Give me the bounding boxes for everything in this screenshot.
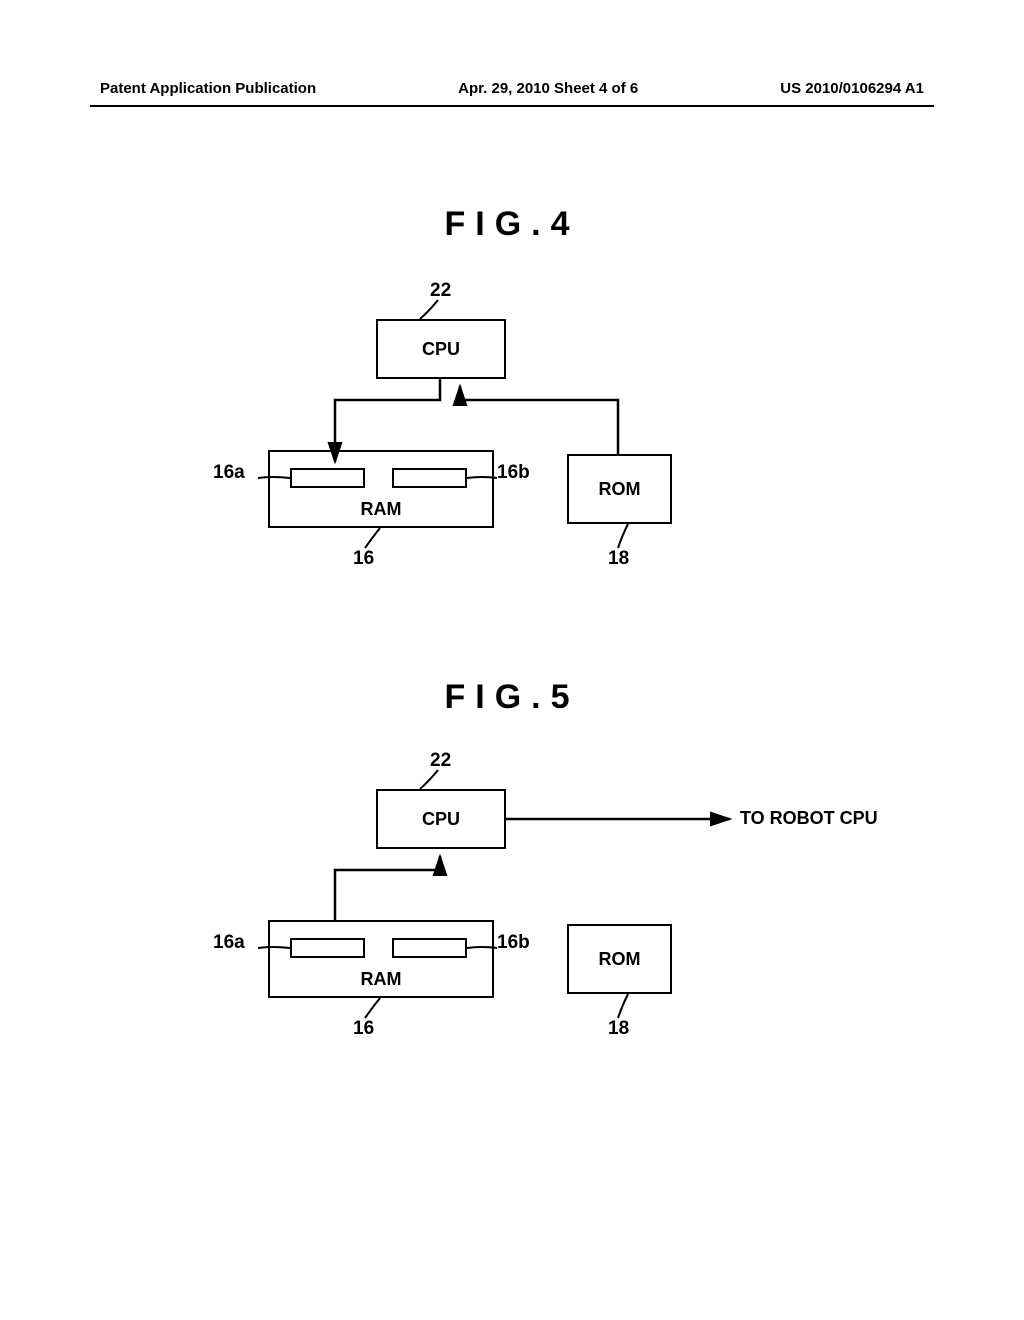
fig5-rom-box: ROM [567, 924, 672, 994]
fig5-ram-sub-a: 16a [213, 932, 245, 954]
fig5-cpu-ref: 22 [430, 750, 451, 772]
fig5-ram-ref: 16 [353, 1018, 374, 1040]
fig5-ram-sub-b: 16b [497, 932, 530, 954]
fig5-ram-box: RAM [268, 920, 494, 998]
fig5-connectors [0, 470, 1024, 1130]
fig4-cpu-label: CPU [422, 339, 460, 360]
fig4-cpu-box: CPU [376, 319, 506, 379]
fig5-diagram: CPU 22 RAM 16a 16b 16 ROM 18 TO ROBOT CP… [0, 470, 1024, 1130]
fig5-cpu-box: CPU [376, 789, 506, 849]
fig5-ram-label: RAM [361, 969, 402, 990]
fig5-rom-ref: 18 [608, 1018, 629, 1040]
fig4-cpu-ref: 22 [430, 280, 451, 302]
fig5-ram-region-a [290, 938, 365, 958]
fig5-output-label: TO ROBOT CPU [740, 808, 878, 829]
fig5-cpu-label: CPU [422, 809, 460, 830]
fig5-rom-label: ROM [599, 949, 641, 970]
fig5-ram-region-b [392, 938, 467, 958]
